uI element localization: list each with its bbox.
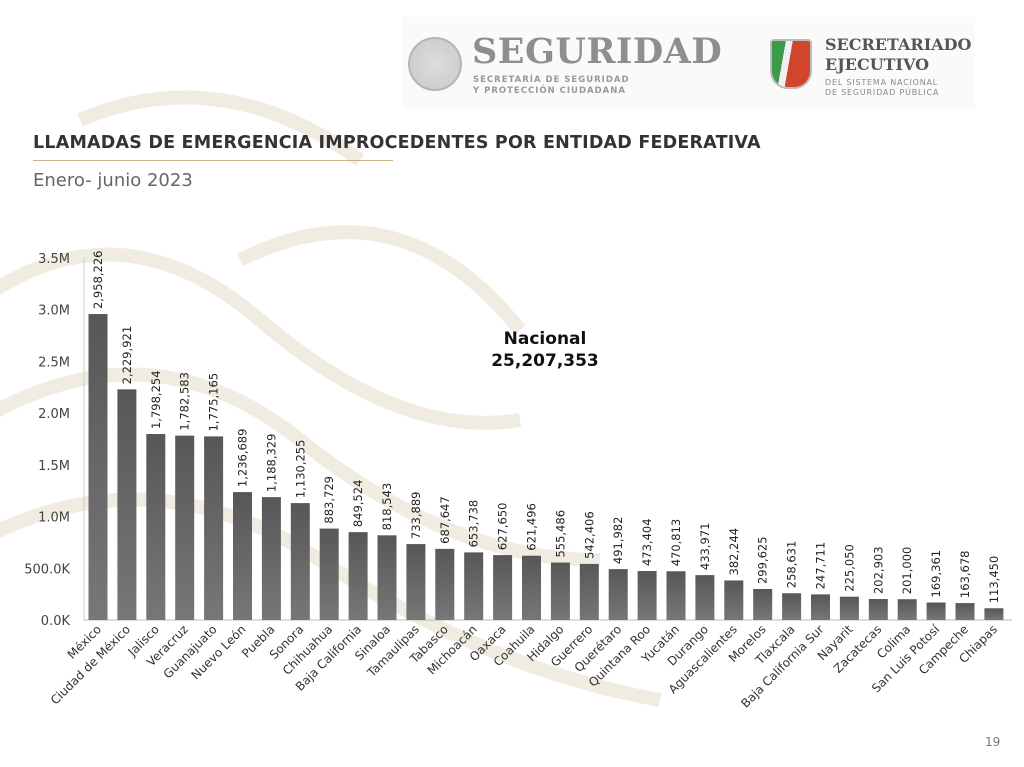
data-label: 653,738 [467, 500, 481, 548]
data-label: 555,486 [553, 510, 567, 558]
bar [493, 555, 513, 620]
bar [522, 555, 541, 620]
data-label: 433,971 [698, 523, 712, 571]
bar [117, 389, 137, 620]
header-logos: SEGURIDAD SECRETARÍA DE SEGURIDAD Y PROT… [402, 17, 975, 109]
data-label: 225,050 [842, 544, 856, 592]
bar [319, 528, 339, 620]
data-label: 849,524 [351, 480, 365, 528]
data-label: 1,782,583 [178, 372, 192, 431]
data-label: 382,244 [727, 528, 741, 576]
secretariado-logo-text: SECRETARIADO EJECUTIVO [825, 35, 971, 75]
data-label: 687,647 [438, 496, 452, 544]
secretariado-shield-icon [770, 39, 812, 89]
national-total-value: 25,207,353 [491, 351, 599, 371]
slide-subtitle: Enero- junio 2023 [33, 170, 193, 191]
y-tick-label: 2.5M [38, 355, 70, 370]
y-tick-label: 2.0M [38, 407, 70, 422]
bar [955, 603, 975, 620]
bar [464, 552, 484, 620]
bar [348, 532, 368, 620]
bar [811, 594, 830, 620]
bar [88, 314, 108, 620]
bar [666, 571, 686, 620]
y-tick-label: 0.0K [41, 614, 71, 629]
slide-title: LLAMADAS DE EMERGENCIA IMPROCEDENTES POR… [33, 133, 761, 153]
bar [204, 436, 224, 620]
data-label: 470,813 [669, 519, 683, 567]
y-tick-label: 1.5M [38, 459, 70, 474]
secretariado-sub-line: DEL SISTEMA NACIONAL [825, 78, 939, 87]
bar [406, 544, 426, 620]
bar [753, 589, 773, 620]
bar [435, 548, 455, 620]
seguridad-sub-line: SECRETARÍA DE SEGURIDAD [473, 75, 630, 85]
data-label: 1,775,165 [207, 373, 221, 432]
y-tick-label: 500.0K [24, 562, 70, 577]
bar [637, 571, 657, 620]
data-label: 202,903 [871, 546, 885, 594]
data-label: 1,188,329 [264, 434, 278, 493]
data-label: 258,631 [785, 541, 799, 589]
y-tick-label: 1.0M [38, 511, 70, 526]
data-label: 627,650 [496, 503, 510, 551]
data-label: 1,798,254 [149, 370, 163, 429]
title-divider [33, 160, 393, 161]
data-label: 1,130,255 [293, 440, 307, 499]
data-label: 818,543 [380, 483, 394, 531]
seguridad-logo-subtitle: SECRETARÍA DE SEGURIDAD Y PROTECCIÓN CIU… [473, 75, 630, 97]
data-label: 247,711 [814, 542, 828, 590]
seguridad-logo-text: SEGURIDAD [472, 31, 723, 72]
bar [926, 602, 946, 620]
data-label: 2,958,226 [91, 251, 105, 310]
bar [695, 575, 715, 620]
data-label: 299,625 [756, 536, 770, 584]
y-tick-label: 3.0M [38, 304, 70, 319]
national-total: Nacional 25,207,353 [470, 328, 620, 372]
page-number: 19 [985, 735, 1001, 749]
data-label: 2,229,921 [120, 326, 134, 385]
bar [782, 593, 802, 620]
bar [839, 596, 859, 620]
secretariado-line: SECRETARIADO [825, 35, 972, 54]
bar [146, 434, 166, 620]
seguridad-sub-line: Y PROTECCIÓN CIUDADANA [473, 86, 626, 96]
national-seal-icon [408, 37, 462, 91]
bar [724, 580, 744, 620]
data-label: 542,406 [582, 511, 596, 559]
bar [377, 535, 397, 620]
data-label: 473,404 [640, 518, 654, 566]
bar [984, 608, 1004, 620]
bar [868, 599, 888, 620]
bar [897, 599, 917, 620]
secretariado-logo-subtitle: DEL SISTEMA NACIONAL DE SEGURIDAD PÚBLIC… [825, 78, 939, 98]
bar [550, 562, 570, 620]
bar [579, 563, 599, 620]
bar [233, 492, 252, 620]
y-tick-label: 3.5M [38, 252, 70, 267]
data-label: 733,889 [409, 492, 423, 540]
bar [290, 503, 310, 620]
data-label: 169,361 [929, 550, 943, 598]
data-label: 1,236,689 [236, 429, 250, 488]
bar [175, 435, 195, 620]
data-label: 113,450 [987, 556, 1001, 604]
national-total-label: Nacional [503, 329, 587, 349]
bar [608, 569, 628, 620]
data-label: 621,496 [525, 503, 539, 551]
data-label: 163,678 [958, 551, 972, 599]
secretariado-sub-line: DE SEGURIDAD PÚBLICA [825, 88, 940, 97]
secretariado-line: EJECUTIVO [825, 55, 930, 74]
bar [261, 497, 281, 620]
data-label: 491,982 [611, 517, 625, 565]
data-label: 883,729 [322, 476, 336, 524]
data-label: 201,000 [900, 547, 914, 595]
